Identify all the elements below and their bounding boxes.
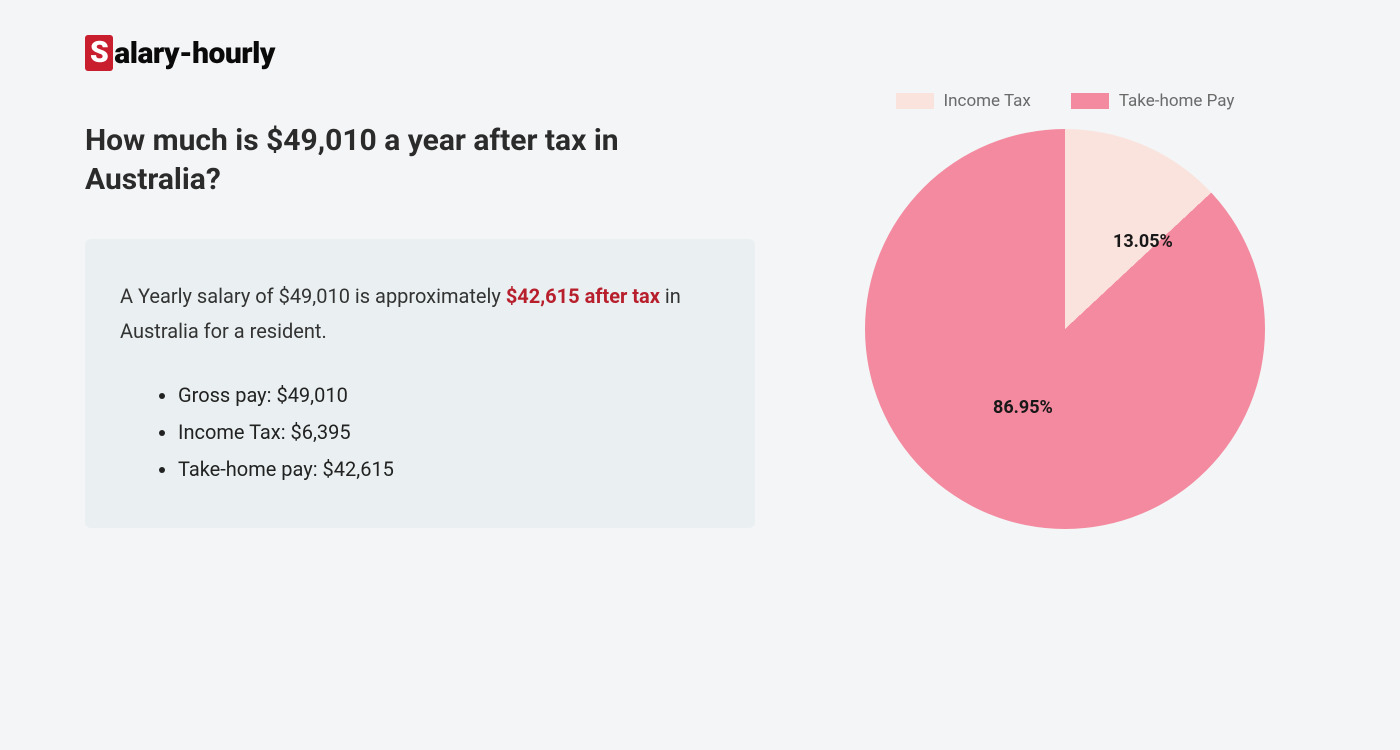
pie-label-tax: 13.05% bbox=[1113, 231, 1173, 252]
bullet-tax: Income Tax: $6,395 bbox=[178, 414, 720, 451]
bullet-takehome: Take-home pay: $42,615 bbox=[178, 451, 720, 488]
bullet-gross: Gross pay: $49,010 bbox=[178, 377, 720, 414]
legend-swatch-takehome bbox=[1071, 93, 1109, 109]
page-heading: How much is $49,010 a year after tax in … bbox=[85, 121, 755, 199]
legend-item-tax: Income Tax bbox=[896, 91, 1031, 111]
summary-box: A Yearly salary of $49,010 is approximat… bbox=[85, 239, 755, 528]
right-column: Income Tax Take-home Pay 13.05% 86.95% bbox=[815, 91, 1315, 529]
summary-bullets: Gross pay: $49,010 Income Tax: $6,395 Ta… bbox=[120, 377, 720, 488]
pie-circle bbox=[865, 129, 1265, 529]
summary-highlight: $42,615 after tax bbox=[506, 284, 660, 308]
logo-initial: S bbox=[85, 35, 113, 71]
content-row: How much is $49,010 a year after tax in … bbox=[85, 121, 1315, 529]
summary-prefix: A Yearly salary of $49,010 is approximat… bbox=[120, 284, 506, 308]
left-column: How much is $49,010 a year after tax in … bbox=[85, 121, 755, 528]
site-logo: Salary-hourly bbox=[85, 35, 1315, 71]
summary-text: A Yearly salary of $49,010 is approximat… bbox=[120, 279, 720, 349]
legend-label-tax: Income Tax bbox=[944, 91, 1031, 111]
pie-label-takehome: 86.95% bbox=[993, 397, 1053, 418]
chart-legend: Income Tax Take-home Pay bbox=[815, 91, 1315, 111]
legend-label-takehome: Take-home Pay bbox=[1119, 91, 1235, 111]
legend-item-takehome: Take-home Pay bbox=[1071, 91, 1235, 111]
pie-chart: 13.05% 86.95% bbox=[865, 129, 1265, 529]
legend-swatch-tax bbox=[896, 93, 934, 109]
logo-rest: alary-hourly bbox=[114, 36, 275, 71]
